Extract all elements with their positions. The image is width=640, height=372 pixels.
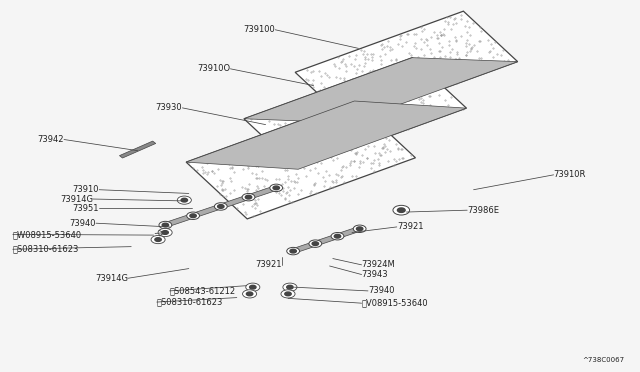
Circle shape: [334, 234, 340, 238]
Circle shape: [290, 249, 296, 253]
Text: 73914G: 73914G: [60, 195, 93, 203]
Circle shape: [353, 225, 366, 232]
Circle shape: [270, 184, 283, 192]
Circle shape: [151, 235, 165, 244]
Text: ⓋV08915-53640: ⓋV08915-53640: [362, 299, 428, 308]
Circle shape: [162, 231, 168, 234]
Circle shape: [177, 196, 191, 204]
Text: ⓈS08310-61623: ⓈS08310-61623: [157, 298, 223, 307]
Circle shape: [285, 292, 291, 296]
Text: 73942: 73942: [38, 135, 64, 144]
Text: ⓌW08915-53640: ⓌW08915-53640: [13, 230, 82, 239]
Text: ^738C0067: ^738C0067: [582, 357, 624, 363]
Text: 73914G: 73914G: [95, 274, 128, 283]
Text: ⓈS08543-61212: ⓈS08543-61212: [170, 286, 236, 295]
Text: 73940: 73940: [70, 219, 96, 228]
Circle shape: [283, 283, 297, 291]
Circle shape: [245, 195, 252, 199]
Text: 73951: 73951: [73, 204, 99, 213]
Polygon shape: [120, 141, 156, 158]
Polygon shape: [163, 186, 278, 227]
Circle shape: [159, 221, 172, 229]
Text: 73910R: 73910R: [554, 170, 586, 179]
Polygon shape: [186, 101, 467, 169]
Circle shape: [155, 238, 161, 241]
Text: 73943: 73943: [362, 270, 388, 279]
Circle shape: [312, 242, 319, 246]
Text: 73930: 73930: [156, 103, 182, 112]
Polygon shape: [244, 58, 467, 169]
Circle shape: [162, 223, 168, 227]
Circle shape: [287, 247, 300, 255]
Polygon shape: [244, 58, 518, 123]
Circle shape: [287, 285, 293, 289]
Circle shape: [190, 214, 196, 218]
Text: 73921: 73921: [255, 260, 282, 269]
Circle shape: [281, 290, 295, 298]
Circle shape: [181, 198, 188, 202]
Circle shape: [393, 205, 410, 215]
Circle shape: [158, 228, 172, 237]
Text: 73924M: 73924M: [362, 260, 396, 269]
Circle shape: [356, 227, 363, 231]
Circle shape: [250, 285, 256, 289]
Circle shape: [397, 208, 405, 212]
Text: ⓈS08310-61623: ⓈS08310-61623: [13, 245, 79, 254]
Text: 73910: 73910: [73, 185, 99, 194]
Polygon shape: [186, 101, 415, 219]
Circle shape: [187, 212, 200, 219]
Circle shape: [218, 205, 224, 208]
Circle shape: [242, 193, 255, 201]
Circle shape: [214, 203, 227, 210]
Text: 73921: 73921: [397, 222, 423, 231]
Text: 73910O: 73910O: [197, 64, 230, 73]
Text: 73986E: 73986E: [467, 206, 499, 215]
Circle shape: [246, 292, 253, 296]
Polygon shape: [291, 227, 362, 253]
Circle shape: [243, 290, 257, 298]
Circle shape: [309, 240, 322, 247]
Circle shape: [246, 283, 260, 291]
Text: 739100: 739100: [243, 25, 275, 34]
Circle shape: [273, 186, 280, 190]
Circle shape: [331, 232, 344, 240]
Text: 73940: 73940: [368, 286, 394, 295]
Polygon shape: [295, 11, 518, 123]
